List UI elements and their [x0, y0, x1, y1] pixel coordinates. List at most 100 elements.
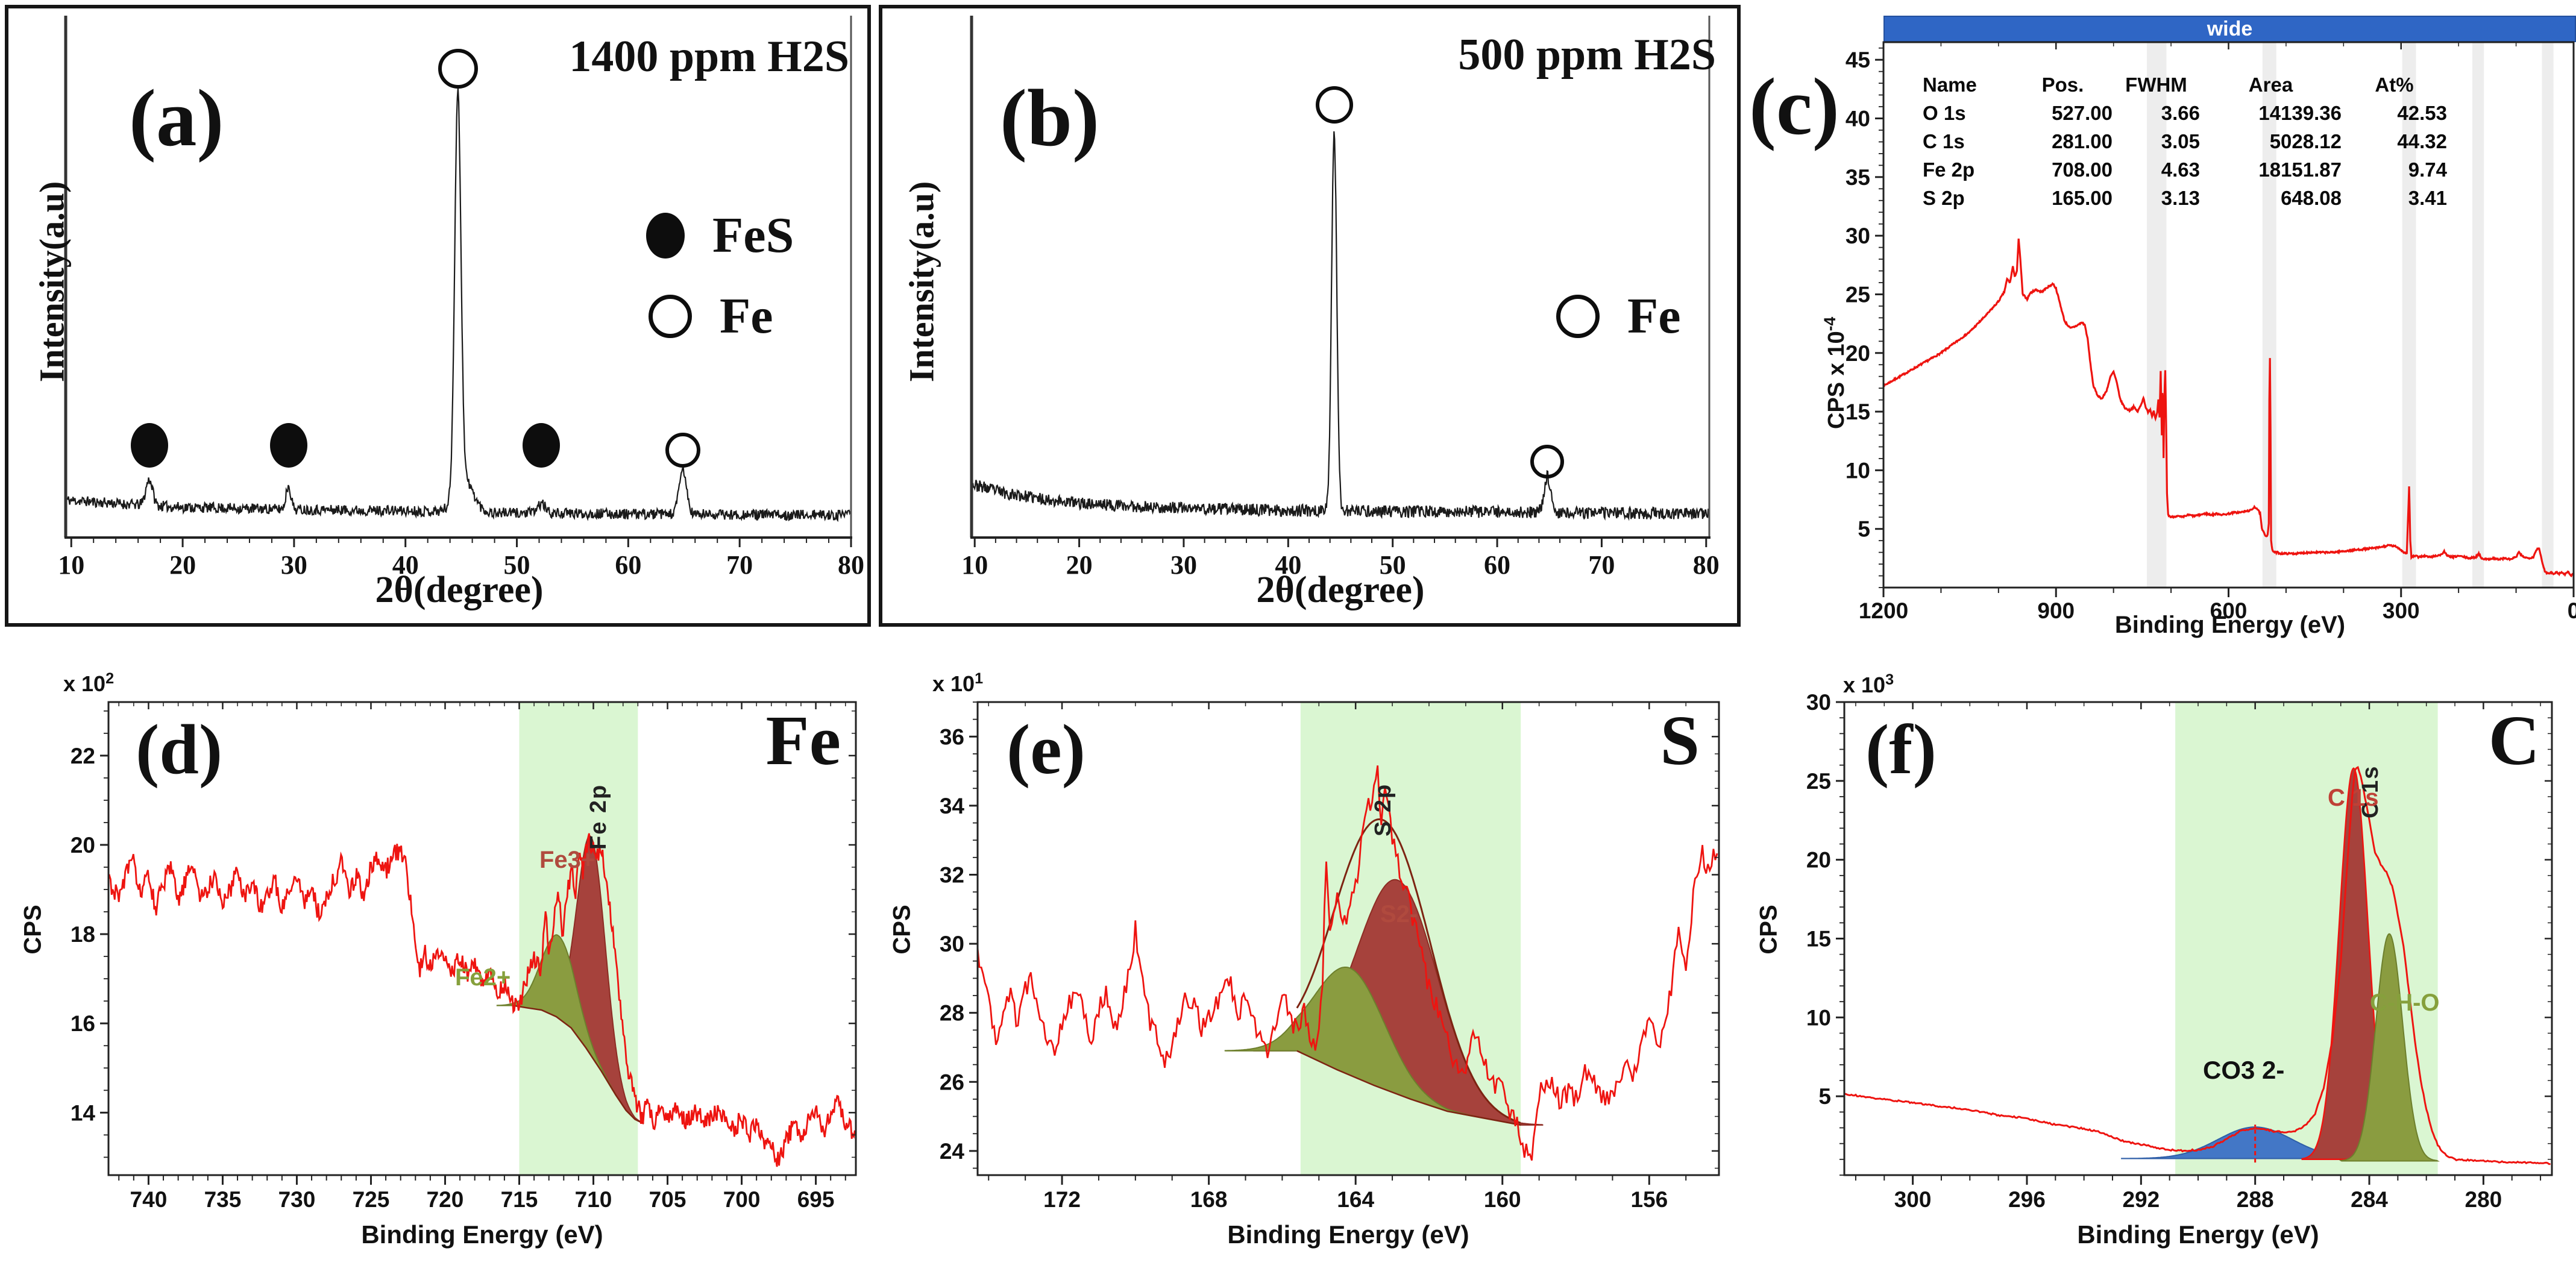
x-tick-label: 740: [130, 1187, 168, 1212]
x-tick-label: 70: [726, 550, 753, 580]
highlight-band: [2542, 42, 2554, 588]
legend-item-fes: FeS: [646, 206, 794, 265]
table-cell: 3.41: [2408, 187, 2447, 209]
panel-e-xps-s2p: 172 168 164 160 156 36 34 32 30 28 26 24 x 101 (e) …: [875, 645, 1742, 1286]
table-cell: 281.00: [2052, 130, 2113, 152]
table-cell: 9.74: [2408, 158, 2447, 181]
y-tick-label: 24: [940, 1139, 965, 1164]
multiplier-exp: 2: [105, 670, 115, 687]
region-label-fe2p: Fe 2p: [586, 783, 611, 850]
y-axis-label: CPS: [1755, 905, 1782, 955]
x-tick-label: 50: [1380, 550, 1406, 580]
x-tick-label: 1200: [1859, 598, 1908, 623]
x-tick-label: 40: [1275, 550, 1301, 580]
y-axis-label: Intensity(a.u): [902, 181, 941, 383]
highlight-band: [2402, 42, 2416, 588]
y-tick-label: 20: [71, 833, 95, 858]
panel-letter: (e): [1007, 710, 1085, 789]
table-header: Area: [2248, 74, 2293, 96]
x-tick-label: 80: [838, 550, 864, 580]
x-tick-label: 20: [169, 550, 196, 580]
panel-letter: (b): [1000, 74, 1099, 163]
legend-item-fe: Fe: [649, 287, 773, 345]
xps-fe2p-plot: 740 735 730 725 720 715 710 705 700 695 22 20 18 16 14: [71, 701, 857, 1212]
xps-c1s-plot: 300 296 292 288 284 280 30 25 20 15 10 5: [1806, 690, 2553, 1212]
y-axis-multiplier: x 101: [932, 670, 983, 697]
y-axis-multiplier: x 103: [1843, 671, 1894, 698]
xrd-plot-b: 10 20 30 40 50 60 70 80: [961, 16, 1720, 580]
x-tick-label: 296: [2008, 1187, 2046, 1212]
y-tick-label: 22: [71, 744, 95, 768]
table-cell: 3.13: [2161, 187, 2200, 209]
y-tick-label: 16: [71, 1011, 95, 1036]
y-tick-label: 5: [1818, 1084, 1831, 1109]
x-tick-label: 288: [2237, 1187, 2274, 1212]
open-circle-icon: [649, 294, 692, 338]
y-axis-label: CPS: [19, 905, 46, 955]
spectrum-trace: [976, 765, 1718, 1161]
table-cell: 3.66: [2161, 102, 2200, 124]
y-tick-label: 32: [940, 862, 964, 887]
legend-label: Fe: [1627, 288, 1681, 344]
fe-peak-marker: [665, 433, 700, 468]
x-tick-label: 50: [504, 550, 530, 580]
x-tick-label: 300: [2383, 598, 2420, 623]
y-tick-label: 25: [1846, 282, 1870, 307]
multiplier-exp: 1: [975, 670, 984, 687]
x-tick-label: 292: [2122, 1187, 2160, 1212]
x-axis-label: Binding Energy (eV): [2114, 612, 2346, 638]
x-tick-label: 300: [1894, 1187, 1932, 1212]
y-axis-label-exp: -4: [1821, 316, 1839, 331]
plot-border: [976, 701, 1720, 1176]
table-cell: 42.53: [2397, 102, 2447, 124]
panel-b-xrd-500ppm: 10 20 30 40 50 60 70 80 (b) 500 ppm H2S Intensi…: [879, 5, 1741, 627]
legend-item-fe: Fe: [1556, 287, 1681, 345]
x-tick-label: 735: [204, 1187, 242, 1212]
table-cell: Fe 2p: [1923, 158, 1975, 181]
multiplier-base: x 10: [932, 671, 975, 696]
panel-letter: (d): [136, 710, 223, 789]
background-curve: [513, 1005, 644, 1124]
legend-label: FeS: [712, 207, 794, 263]
fe-peak-marker: [438, 49, 478, 89]
x-axis-label: 2θ(degree): [1256, 569, 1425, 610]
highlight-band: [2262, 42, 2276, 588]
xps-s2p-plot: 172 168 164 160 156 36 34 32 30 28 26 24: [940, 701, 1720, 1212]
panel-letter: (c): [1749, 62, 1839, 152]
fit-label-cho: C-H-O: [2370, 990, 2440, 1016]
region-label-s2p: S 2p: [1371, 783, 1396, 836]
filled-circle-icon: [646, 212, 685, 259]
y-tick-label: 14: [71, 1100, 96, 1125]
x-tick-label: 60: [615, 550, 641, 580]
highlight-band: [2472, 42, 2484, 588]
spectrum-trace: [1844, 765, 2551, 1165]
panel-f-xps-c1s: 300 296 292 288 284 280 30 25 20 15 10 5 x 103 (f) …: [1742, 645, 2576, 1286]
y-tick-label: 30: [1846, 224, 1870, 248]
legend-label: Fe: [720, 288, 773, 344]
xps-wide-plot: 1200 900 600 300 0 45 40 35 30 25 20 15 10 5: [1846, 41, 2576, 623]
table-cell: 3.05: [2161, 130, 2200, 152]
x-tick-label: 40: [392, 550, 419, 580]
x-tick-label: 60: [1484, 550, 1510, 580]
table-cell: 4.63: [2161, 158, 2200, 181]
fit-label-s2minus: S2-: [1380, 901, 1418, 927]
x-tick-label: 70: [1588, 550, 1615, 580]
table-cell: 14139.36: [2258, 102, 2342, 124]
fit-peak-olive: [2339, 933, 2440, 1162]
x-tick-label: 10: [961, 550, 988, 580]
x-tick-label: 168: [1190, 1187, 1228, 1212]
y-tick-label: 20: [1806, 848, 1831, 873]
spectrum-trace: [107, 833, 856, 1167]
fit-label-fe2plus: Fe2+: [455, 964, 511, 991]
highlight-band: [2147, 42, 2167, 588]
panel-a-xrd-1400ppm: 10 20 30 40 50 60 70 80 (a) 1400 ppm H2S Intens…: [5, 5, 871, 627]
y-tick-label: 15: [1806, 927, 1831, 952]
x-tick-label: 10: [58, 550, 84, 580]
fes-peak-marker: [269, 423, 307, 468]
x-tick-label: 20: [1066, 550, 1093, 580]
x-tick-label: 164: [1337, 1187, 1374, 1212]
x-tick-label: 280: [2465, 1187, 2502, 1212]
fit-label-fe3plus: Fe3+: [539, 847, 595, 873]
x-tick-label: 730: [278, 1187, 316, 1212]
background-curve: [1296, 1050, 1521, 1126]
